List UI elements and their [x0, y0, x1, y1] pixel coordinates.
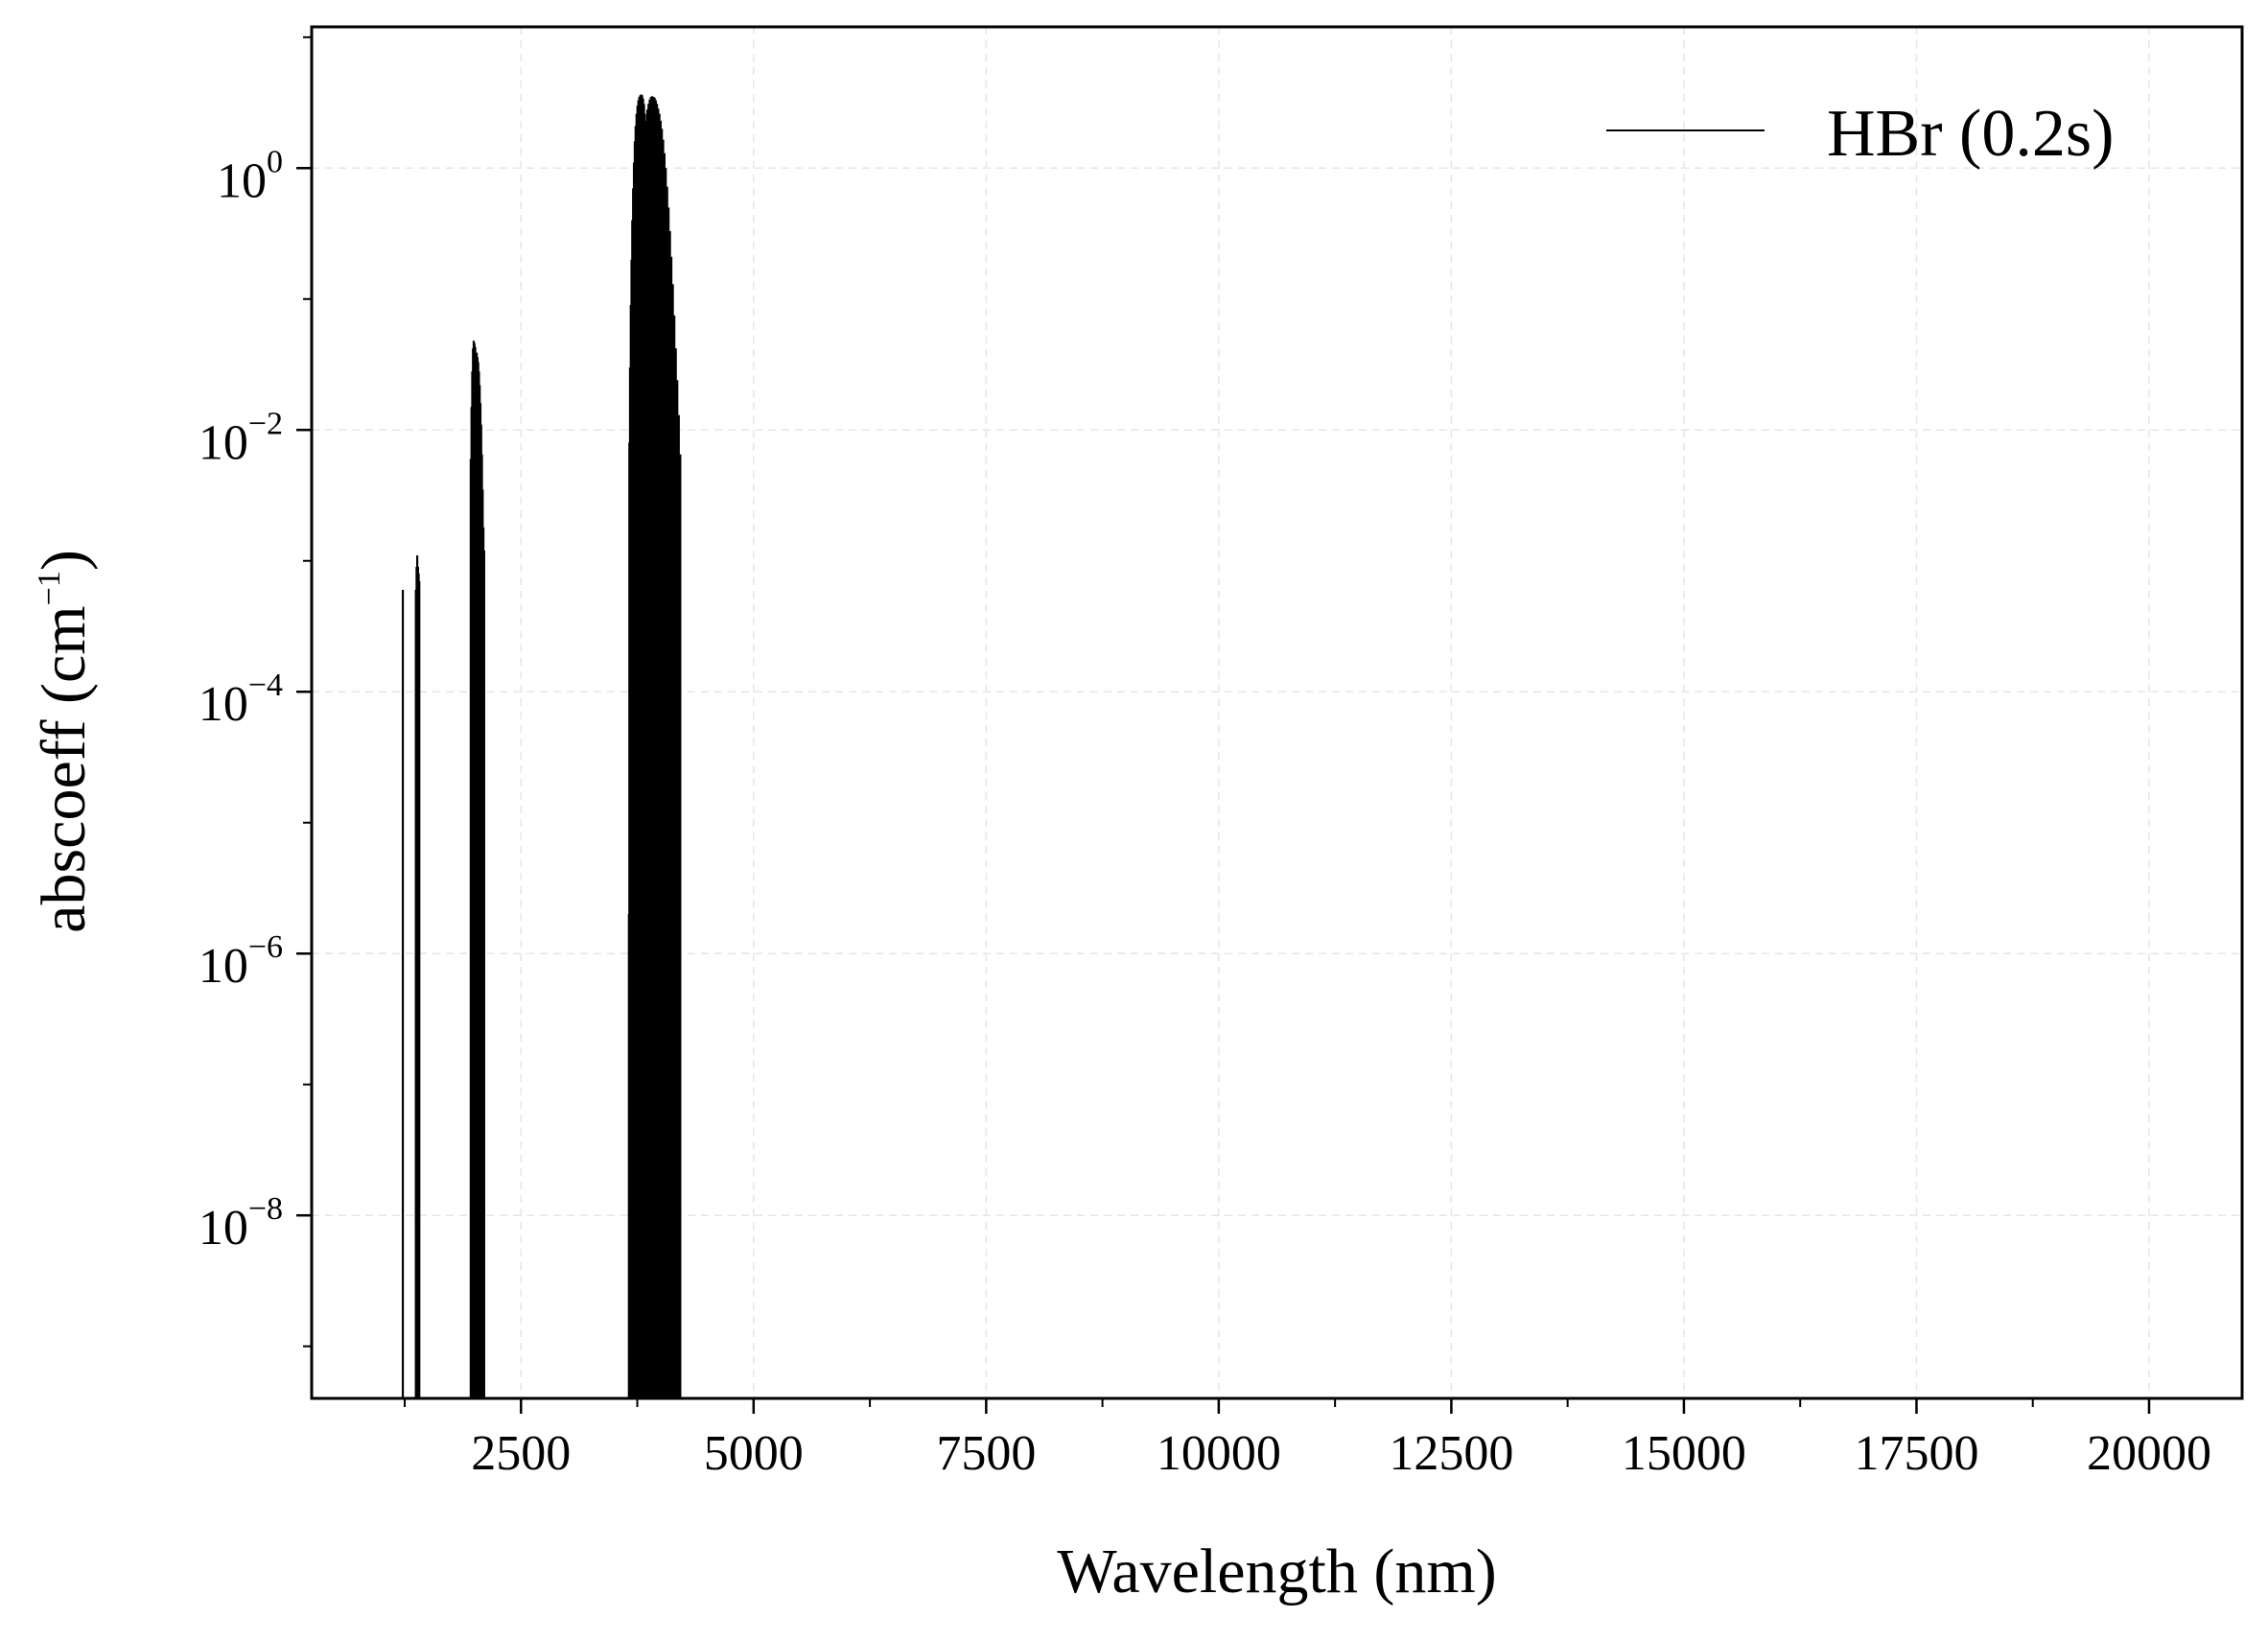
y-tick-base: 10 [217, 153, 267, 208]
x-tick-label: 15000 [1622, 1426, 1746, 1481]
y-tick-exponent: −4 [248, 668, 283, 703]
plot-frame [310, 25, 2244, 1400]
x-axis-label: Wavelength (nm) [1057, 1536, 1496, 1607]
x-axis-ticks: 2500 5000 7500 10000 12500 15000 17500 20000 [404, 1398, 2211, 1481]
y-tick-label: 10−8 [199, 1191, 283, 1255]
x-tick-label: 20000 [2087, 1426, 2211, 1481]
x-tick-label: 17500 [1854, 1426, 1978, 1481]
y-tick-base: 10 [199, 415, 248, 470]
y-tick-exponent: −2 [248, 406, 283, 441]
y-axis-label: abscoeff (cm−1) [29, 550, 99, 933]
x-tick-label: 5000 [704, 1426, 804, 1481]
y-tick-label: 10−4 [199, 668, 283, 732]
y-tick-exponent: −8 [248, 1191, 283, 1227]
x-tick-label: 2500 [471, 1426, 571, 1481]
plot-area [401, 94, 682, 1398]
x-tick-label: 12500 [1389, 1426, 1513, 1481]
y-axis-label-suffix: ) [29, 550, 99, 571]
legend: HBr (0.2s) [1606, 97, 2114, 171]
y-tick-base: 10 [199, 939, 248, 994]
y-tick-base: 10 [199, 677, 248, 732]
x-tick-label: 7500 [936, 1426, 1036, 1481]
y-tick-exponent: 0 [267, 144, 283, 179]
legend-label-hbr: HBr (0.2s) [1827, 97, 2114, 171]
y-axis-label-prefix: abscoeff (cm [29, 605, 99, 932]
y-tick-label: 10−2 [199, 406, 283, 470]
y-tick-base: 10 [199, 1201, 248, 1255]
y-tick-label: 10−6 [199, 929, 283, 994]
y-tick-exponent: −6 [248, 929, 283, 965]
y-axis-label-exponent: −1 [32, 571, 67, 605]
grid [312, 27, 2242, 1398]
y-tick-label: 100 [217, 144, 283, 208]
x-tick-label: 10000 [1157, 1426, 1281, 1481]
